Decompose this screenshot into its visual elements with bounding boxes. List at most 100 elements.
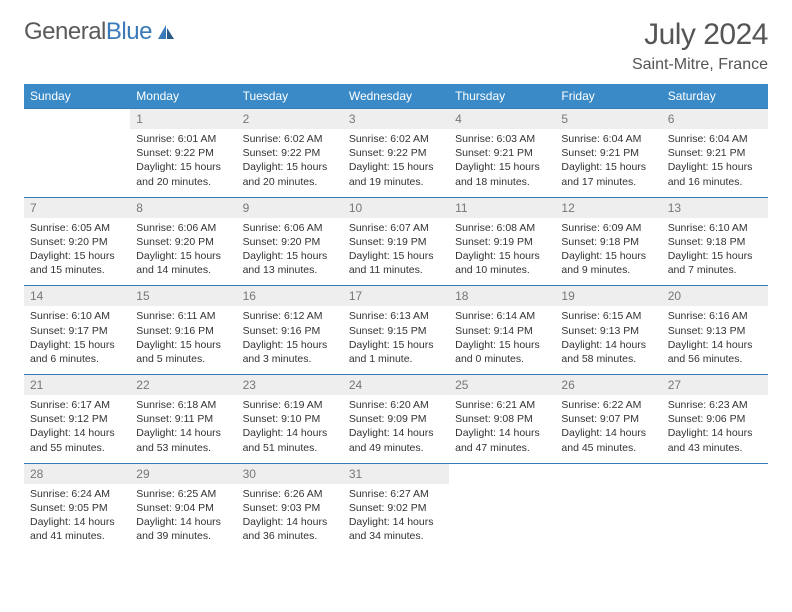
sunrise-text: Sunrise: 6:01 AM bbox=[136, 132, 230, 146]
sunset-text: Sunset: 9:19 PM bbox=[349, 235, 443, 249]
sunset-text: Sunset: 9:16 PM bbox=[136, 324, 230, 338]
sunrise-text: Sunrise: 6:23 AM bbox=[668, 398, 762, 412]
sunrise-text: Sunrise: 6:17 AM bbox=[30, 398, 124, 412]
daylight-text-1: Daylight: 15 hours bbox=[561, 249, 655, 263]
daylight-text-1: Daylight: 15 hours bbox=[349, 338, 443, 352]
sunset-text: Sunset: 9:14 PM bbox=[455, 324, 549, 338]
day-data-row: Sunrise: 6:24 AMSunset: 9:05 PMDaylight:… bbox=[24, 484, 768, 552]
month-title: July 2024 bbox=[632, 18, 768, 52]
daylight-text-2: and 47 minutes. bbox=[455, 441, 549, 455]
sunrise-text: Sunrise: 6:12 AM bbox=[243, 309, 337, 323]
day-data-cell: Sunrise: 6:21 AMSunset: 9:08 PMDaylight:… bbox=[449, 395, 555, 463]
header: GeneralBlue July 2024 Saint-Mitre, Franc… bbox=[24, 18, 768, 74]
day-data-cell: Sunrise: 6:26 AMSunset: 9:03 PMDaylight:… bbox=[237, 484, 343, 552]
logo: GeneralBlue bbox=[24, 18, 176, 46]
daylight-text-1: Daylight: 15 hours bbox=[455, 338, 549, 352]
daylight-text-2: and 5 minutes. bbox=[136, 352, 230, 366]
day-data-cell: Sunrise: 6:20 AMSunset: 9:09 PMDaylight:… bbox=[343, 395, 449, 463]
sunrise-text: Sunrise: 6:13 AM bbox=[349, 309, 443, 323]
day-number-cell: 29 bbox=[130, 463, 236, 484]
sunrise-text: Sunrise: 6:07 AM bbox=[349, 221, 443, 235]
day-data-cell: Sunrise: 6:19 AMSunset: 9:10 PMDaylight:… bbox=[237, 395, 343, 463]
sunset-text: Sunset: 9:04 PM bbox=[136, 501, 230, 515]
sunrise-text: Sunrise: 6:04 AM bbox=[561, 132, 655, 146]
daylight-text-2: and 19 minutes. bbox=[349, 175, 443, 189]
daylight-text-2: and 3 minutes. bbox=[243, 352, 337, 366]
sunrise-text: Sunrise: 6:19 AM bbox=[243, 398, 337, 412]
day-number-cell bbox=[449, 463, 555, 484]
day-number-cell: 13 bbox=[662, 197, 768, 218]
sunrise-text: Sunrise: 6:16 AM bbox=[668, 309, 762, 323]
day-number-cell: 17 bbox=[343, 286, 449, 307]
day-data-cell: Sunrise: 6:07 AMSunset: 9:19 PMDaylight:… bbox=[343, 218, 449, 286]
sunset-text: Sunset: 9:22 PM bbox=[136, 146, 230, 160]
daylight-text-2: and 17 minutes. bbox=[561, 175, 655, 189]
daylight-text-2: and 9 minutes. bbox=[561, 263, 655, 277]
sunrise-text: Sunrise: 6:15 AM bbox=[561, 309, 655, 323]
daylight-text-2: and 49 minutes. bbox=[349, 441, 443, 455]
daylight-text-1: Daylight: 15 hours bbox=[668, 160, 762, 174]
day-number-cell: 20 bbox=[662, 286, 768, 307]
day-number-row: 123456 bbox=[24, 109, 768, 130]
day-data-cell bbox=[449, 484, 555, 552]
day-data-cell: Sunrise: 6:14 AMSunset: 9:14 PMDaylight:… bbox=[449, 306, 555, 374]
day-data-cell: Sunrise: 6:06 AMSunset: 9:20 PMDaylight:… bbox=[237, 218, 343, 286]
sunrise-text: Sunrise: 6:20 AM bbox=[349, 398, 443, 412]
sunrise-text: Sunrise: 6:11 AM bbox=[136, 309, 230, 323]
daylight-text-1: Daylight: 15 hours bbox=[349, 160, 443, 174]
daylight-text-1: Daylight: 14 hours bbox=[136, 426, 230, 440]
daylight-text-2: and 55 minutes. bbox=[30, 441, 124, 455]
sunrise-text: Sunrise: 6:08 AM bbox=[455, 221, 549, 235]
sunrise-text: Sunrise: 6:26 AM bbox=[243, 487, 337, 501]
daylight-text-1: Daylight: 15 hours bbox=[30, 338, 124, 352]
day-data-cell: Sunrise: 6:03 AMSunset: 9:21 PMDaylight:… bbox=[449, 129, 555, 197]
daylight-text-1: Daylight: 15 hours bbox=[243, 249, 337, 263]
day-number-cell: 19 bbox=[555, 286, 661, 307]
sunset-text: Sunset: 9:20 PM bbox=[30, 235, 124, 249]
sunset-text: Sunset: 9:15 PM bbox=[349, 324, 443, 338]
weekday-header: Wednesday bbox=[343, 84, 449, 109]
daylight-text-1: Daylight: 15 hours bbox=[455, 160, 549, 174]
day-number-cell: 27 bbox=[662, 375, 768, 396]
sunset-text: Sunset: 9:13 PM bbox=[668, 324, 762, 338]
daylight-text-2: and 43 minutes. bbox=[668, 441, 762, 455]
sunset-text: Sunset: 9:13 PM bbox=[561, 324, 655, 338]
day-number-row: 21222324252627 bbox=[24, 375, 768, 396]
daylight-text-2: and 6 minutes. bbox=[30, 352, 124, 366]
day-number-cell bbox=[662, 463, 768, 484]
day-data-cell: Sunrise: 6:11 AMSunset: 9:16 PMDaylight:… bbox=[130, 306, 236, 374]
daylight-text-2: and 45 minutes. bbox=[561, 441, 655, 455]
sunset-text: Sunset: 9:18 PM bbox=[561, 235, 655, 249]
daylight-text-2: and 14 minutes. bbox=[136, 263, 230, 277]
day-data-cell: Sunrise: 6:02 AMSunset: 9:22 PMDaylight:… bbox=[343, 129, 449, 197]
daylight-text-2: and 13 minutes. bbox=[243, 263, 337, 277]
day-number-cell bbox=[24, 109, 130, 130]
day-number-cell: 4 bbox=[449, 109, 555, 130]
sunrise-text: Sunrise: 6:25 AM bbox=[136, 487, 230, 501]
daylight-text-1: Daylight: 15 hours bbox=[243, 338, 337, 352]
day-data-cell: Sunrise: 6:10 AMSunset: 9:18 PMDaylight:… bbox=[662, 218, 768, 286]
day-number-row: 28293031 bbox=[24, 463, 768, 484]
sunset-text: Sunset: 9:19 PM bbox=[455, 235, 549, 249]
daylight-text-1: Daylight: 14 hours bbox=[30, 515, 124, 529]
day-number-cell: 12 bbox=[555, 197, 661, 218]
location: Saint-Mitre, France bbox=[632, 56, 768, 74]
daylight-text-2: and 11 minutes. bbox=[349, 263, 443, 277]
daylight-text-2: and 20 minutes. bbox=[136, 175, 230, 189]
day-number-cell: 22 bbox=[130, 375, 236, 396]
sunrise-text: Sunrise: 6:05 AM bbox=[30, 221, 124, 235]
sunset-text: Sunset: 9:20 PM bbox=[136, 235, 230, 249]
sunset-text: Sunset: 9:22 PM bbox=[243, 146, 337, 160]
weekday-header: Sunday bbox=[24, 84, 130, 109]
daylight-text-1: Daylight: 14 hours bbox=[136, 515, 230, 529]
daylight-text-2: and 41 minutes. bbox=[30, 529, 124, 543]
day-number-cell: 28 bbox=[24, 463, 130, 484]
day-data-cell: Sunrise: 6:10 AMSunset: 9:17 PMDaylight:… bbox=[24, 306, 130, 374]
day-data-cell: Sunrise: 6:17 AMSunset: 9:12 PMDaylight:… bbox=[24, 395, 130, 463]
day-data-cell: Sunrise: 6:27 AMSunset: 9:02 PMDaylight:… bbox=[343, 484, 449, 552]
day-data-cell: Sunrise: 6:24 AMSunset: 9:05 PMDaylight:… bbox=[24, 484, 130, 552]
daylight-text-1: Daylight: 14 hours bbox=[561, 338, 655, 352]
day-data-cell: Sunrise: 6:23 AMSunset: 9:06 PMDaylight:… bbox=[662, 395, 768, 463]
day-number-row: 14151617181920 bbox=[24, 286, 768, 307]
weekday-header: Saturday bbox=[662, 84, 768, 109]
